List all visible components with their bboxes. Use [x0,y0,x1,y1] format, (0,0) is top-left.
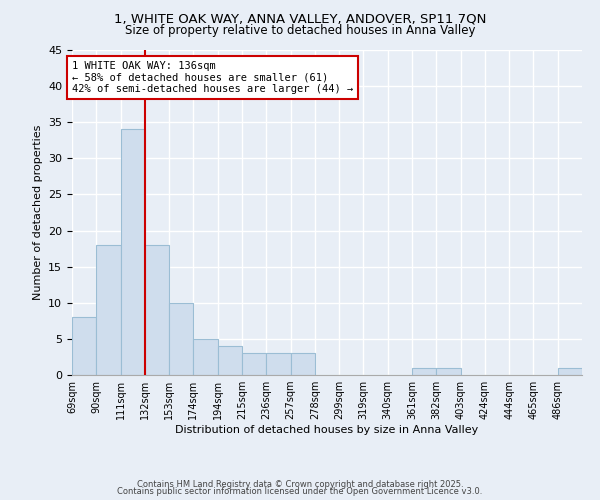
Text: Contains public sector information licensed under the Open Government Licence v3: Contains public sector information licen… [118,488,482,496]
Bar [121,130,145,375]
Bar [266,354,290,375]
Text: Size of property relative to detached houses in Anna Valley: Size of property relative to detached ho… [125,24,475,37]
Text: Contains HM Land Registry data © Crown copyright and database right 2025.: Contains HM Land Registry data © Crown c… [137,480,463,489]
Bar [169,303,193,375]
X-axis label: Distribution of detached houses by size in Anna Valley: Distribution of detached houses by size … [175,425,479,435]
Bar [96,245,121,375]
Y-axis label: Number of detached properties: Number of detached properties [32,125,43,300]
Bar [436,368,461,375]
Bar [412,368,436,375]
Bar [193,339,218,375]
Text: 1, WHITE OAK WAY, ANNA VALLEY, ANDOVER, SP11 7QN: 1, WHITE OAK WAY, ANNA VALLEY, ANDOVER, … [114,12,486,26]
Bar [242,354,266,375]
Bar [558,368,582,375]
Bar [290,354,315,375]
Text: 1 WHITE OAK WAY: 136sqm
← 58% of detached houses are smaller (61)
42% of semi-de: 1 WHITE OAK WAY: 136sqm ← 58% of detache… [72,61,353,94]
Bar [218,346,242,375]
Bar [72,317,96,375]
Bar [145,245,169,375]
